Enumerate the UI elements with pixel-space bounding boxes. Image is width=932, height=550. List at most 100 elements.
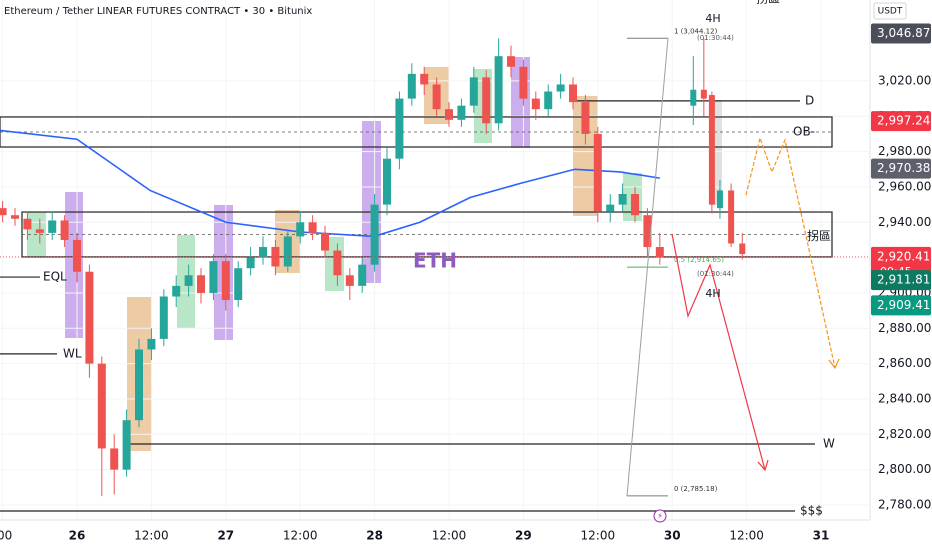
watermark: ETH [413, 249, 457, 273]
price-badge-box [871, 158, 931, 179]
candle-body [283, 236, 292, 267]
x-tick-label: 12:00 [581, 529, 616, 543]
candle-body [296, 222, 305, 237]
price-badge-box [871, 295, 931, 316]
candle-body [321, 232, 330, 251]
candle-body [147, 338, 156, 350]
note: 4H [705, 287, 720, 300]
level-label: EQL [43, 270, 67, 284]
candle-body [728, 190, 735, 244]
candle-body [35, 229, 44, 233]
candle-body [469, 77, 478, 106]
note: 4H [705, 12, 720, 25]
x-tick-label: :00 [0, 529, 12, 543]
candle-body [48, 220, 57, 233]
candle-body [11, 215, 20, 219]
price-badge-box [871, 23, 931, 44]
fib-label: 1 (3,044.12) [674, 27, 718, 35]
y-tick-label: 2,860.00 [878, 356, 931, 370]
projection-arrow [671, 233, 766, 471]
price-badge-label: 2,920.41 [877, 249, 930, 263]
candle-body [370, 204, 379, 265]
y-tick-label: 2,940.00 [878, 215, 931, 229]
candle-body [209, 261, 218, 293]
candle-body [445, 109, 454, 120]
level-label: D [805, 93, 814, 107]
candle-body [407, 73, 416, 99]
candle-body [708, 95, 715, 205]
level-label: W [823, 437, 835, 451]
note: (01:30:44) [697, 270, 734, 278]
projection-arrow [745, 135, 836, 369]
candle-body [544, 91, 553, 110]
candle-body [690, 89, 697, 106]
candle-body [581, 102, 590, 134]
unit: USDT [878, 7, 903, 17]
candle-body [494, 56, 503, 124]
candle-body [569, 84, 578, 103]
x-tick-label: 12:00 [283, 529, 318, 543]
highlight [27, 212, 46, 258]
time-axis [0, 520, 932, 550]
y-tick-label: 2,980.00 [878, 144, 931, 158]
candle-body [482, 77, 491, 124]
zone [0, 116, 833, 148]
y-tick-label: 2,840.00 [878, 391, 931, 405]
price-badge-box [871, 270, 931, 291]
price-badge-label: 2,911.81 [877, 273, 930, 287]
candle-body [631, 194, 640, 216]
x-tick-label: 29 [515, 529, 532, 543]
candle-body [184, 275, 193, 286]
arrow-head [828, 358, 840, 370]
candle-body [234, 268, 243, 301]
candle-body [507, 56, 516, 67]
x-tick-label: 27 [217, 529, 234, 543]
chart-title: Ethereum / Tether LINEAR FUTURES CONTRAC… [4, 6, 312, 17]
candle-body [358, 264, 367, 286]
unit-box [873, 2, 907, 20]
price-badge-label: 2,909.41 [877, 298, 930, 312]
y-tick-label: 2,880.00 [878, 321, 931, 335]
fib-label: 0 (2,785.18) [674, 485, 718, 493]
x-tick-label: 12:00 [729, 529, 764, 543]
candle-body [85, 271, 94, 364]
price-badge-box [871, 111, 931, 132]
candle-body [655, 247, 664, 258]
candle-body [593, 133, 602, 212]
candle-body [246, 257, 255, 269]
candle-body [259, 247, 268, 258]
x-tick-label: 28 [366, 529, 383, 543]
candle-body [122, 420, 131, 470]
candle-body [519, 66, 528, 99]
candle-body [383, 158, 392, 205]
level-label: WL [63, 346, 82, 360]
candle-body [420, 73, 429, 85]
note: 拐區 [756, 0, 780, 6]
candle-body [60, 220, 69, 240]
price-badge-label: 3,046.87 [877, 26, 930, 40]
x-tick-label: 30 [664, 529, 681, 543]
event-icon[interactable] [653, 509, 667, 523]
candle-body [110, 448, 119, 470]
candle-body [345, 275, 354, 286]
candle-body [618, 194, 627, 205]
candle-body [172, 285, 181, 297]
candle-body [135, 349, 144, 421]
price-badge: 3,046.87 [871, 23, 931, 44]
candle-body [73, 239, 82, 272]
fib-label: 0.5 (2,914.65) [674, 256, 724, 264]
y-tick-label: 2,820.00 [878, 427, 931, 441]
moving-average [0, 129, 660, 238]
x-tick-label: 26 [69, 529, 86, 543]
price-badge-label: 2,997.24 [877, 114, 930, 128]
fib-trend [626, 37, 669, 497]
candle-body [556, 84, 565, 92]
candle-body [159, 296, 168, 339]
arrow-head [757, 459, 769, 472]
candle-body [432, 84, 441, 110]
price-badge: 2,997.24 [871, 111, 931, 132]
zone-label: 拐區 [807, 228, 831, 243]
candle-body [395, 98, 404, 159]
y-tick-label: 2,780.00 [878, 497, 931, 511]
